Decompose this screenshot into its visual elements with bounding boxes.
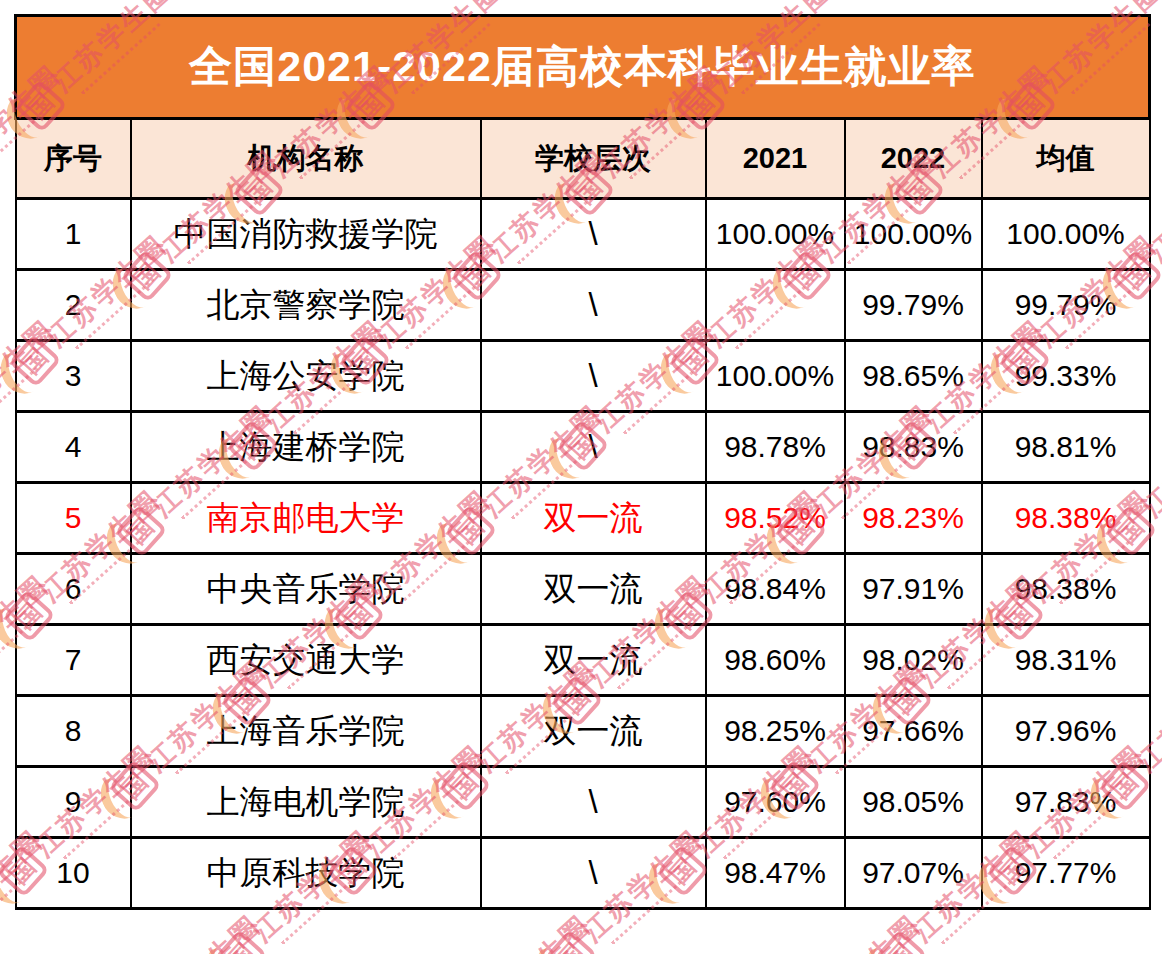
rate-avg-cell: 98.38% bbox=[982, 554, 1150, 625]
rank-cell: 8 bbox=[16, 696, 131, 767]
rate-avg-cell: 100.00% bbox=[982, 199, 1150, 270]
institution-name-cell: 上海公安学院 bbox=[131, 341, 481, 412]
watermark: 国江苏学生圈 bbox=[95, 907, 273, 954]
rate-2021-cell: 98.47% bbox=[706, 838, 845, 909]
institution-name-cell: 中原科技学院 bbox=[131, 838, 481, 909]
watermark: 国江苏学生圈 bbox=[755, 907, 933, 954]
rank-cell: 4 bbox=[16, 412, 131, 483]
rank-cell: 2 bbox=[16, 270, 131, 341]
rate-2021-cell: 98.60% bbox=[706, 625, 845, 696]
table-header-row: 序号 机构名称 学校层次 2021 2022 均值 bbox=[16, 119, 1150, 199]
table-row-3: 3上海公安学院\100.00%98.65%99.33% bbox=[16, 341, 1150, 412]
institution-name-cell: 中国消防救援学院 bbox=[131, 199, 481, 270]
rate-2021-cell: 98.78% bbox=[706, 412, 845, 483]
school-level-cell: \ bbox=[481, 767, 706, 838]
watermark-logo-icon: 国 bbox=[867, 926, 929, 954]
table-row-7: 7西安交通大学双一流98.60%98.02%98.31% bbox=[16, 625, 1150, 696]
table-title-row: 全国2021-2022届高校本科毕业生就业率 bbox=[16, 16, 1150, 119]
institution-name-cell: 西安交通大学 bbox=[131, 625, 481, 696]
school-level-cell: 双一流 bbox=[481, 625, 706, 696]
institution-name-cell: 上海电机学院 bbox=[131, 767, 481, 838]
table-row-9: 9上海电机学院\97.60%98.05%97.83% bbox=[16, 767, 1150, 838]
watermark-logo-icon: 国 bbox=[207, 926, 269, 954]
watermark-seal-icon: 国 bbox=[544, 929, 598, 954]
column-header-name: 机构名称 bbox=[131, 119, 481, 199]
rate-avg-cell: 97.96% bbox=[982, 696, 1150, 767]
rank-cell: 5 bbox=[16, 483, 131, 554]
table-row-2: 2北京警察学院\ 99.79%99.79% bbox=[16, 270, 1150, 341]
watermark-seal-icon: 国 bbox=[874, 929, 928, 954]
rank-cell: 10 bbox=[16, 838, 131, 909]
rate-avg-cell: 98.38% bbox=[982, 483, 1150, 554]
table-row-5: 5南京邮电大学双一流98.52%98.23%98.38% bbox=[16, 483, 1150, 554]
column-header-rank: 序号 bbox=[16, 119, 131, 199]
watermark-swoosh-icon bbox=[529, 934, 590, 954]
rate-2021-cell: 98.52% bbox=[706, 483, 845, 554]
table-row-10: 10中原科技学院\98.47%97.07%97.77% bbox=[16, 838, 1150, 909]
page-title: 全国2021-2022届高校本科毕业生就业率 bbox=[16, 16, 1150, 119]
rate-2022-cell: 98.23% bbox=[845, 483, 982, 554]
column-header-2022: 2022 bbox=[845, 119, 982, 199]
rate-2021-cell bbox=[706, 270, 845, 341]
institution-name-cell: 中央音乐学院 bbox=[131, 554, 481, 625]
school-level-cell: \ bbox=[481, 199, 706, 270]
rate-avg-cell: 98.31% bbox=[982, 625, 1150, 696]
rank-cell: 6 bbox=[16, 554, 131, 625]
school-level-cell: \ bbox=[481, 341, 706, 412]
watermark-text: 江苏学生圈 bbox=[463, 907, 599, 954]
employment-rate-table: 全国2021-2022届高校本科毕业生就业率 序号 机构名称 学校层次 2021… bbox=[14, 14, 1151, 910]
rate-avg-cell: 99.33% bbox=[982, 341, 1150, 412]
school-level-cell: 双一流 bbox=[481, 696, 706, 767]
table-row-8: 8上海音乐学院双一流98.25%97.66%97.96% bbox=[16, 696, 1150, 767]
rate-2022-cell: 97.91% bbox=[845, 554, 982, 625]
column-header-avg: 均值 bbox=[982, 119, 1150, 199]
school-level-cell: \ bbox=[481, 270, 706, 341]
rate-2022-cell: 98.02% bbox=[845, 625, 982, 696]
rate-2022-cell: 97.07% bbox=[845, 838, 982, 909]
rate-2021-cell: 97.60% bbox=[706, 767, 845, 838]
watermark: 国江苏学生圈 bbox=[425, 907, 603, 954]
table-row-1: 1中国消防救援学院\100.00%100.00%100.00% bbox=[16, 199, 1150, 270]
rank-cell: 3 bbox=[16, 341, 131, 412]
table-row-6: 6中央音乐学院双一流98.84%97.91%98.38% bbox=[16, 554, 1150, 625]
institution-name-cell: 上海音乐学院 bbox=[131, 696, 481, 767]
rate-2021-cell: 100.00% bbox=[706, 199, 845, 270]
rate-avg-cell: 97.77% bbox=[982, 838, 1150, 909]
table-row-4: 4上海建桥学院\98.78%98.83%98.81% bbox=[16, 412, 1150, 483]
rate-2022-cell: 100.00% bbox=[845, 199, 982, 270]
rate-2021-cell: 98.25% bbox=[706, 696, 845, 767]
watermark-swoosh-icon bbox=[199, 934, 260, 954]
watermark: 国江苏学生圈 bbox=[1085, 907, 1162, 954]
watermark-text: 江苏学生圈 bbox=[133, 907, 269, 954]
rate-2021-cell: 100.00% bbox=[706, 341, 845, 412]
institution-name-cell: 北京警察学院 bbox=[131, 270, 481, 341]
rate-2022-cell: 97.66% bbox=[845, 696, 982, 767]
rate-avg-cell: 99.79% bbox=[982, 270, 1150, 341]
rate-avg-cell: 97.83% bbox=[982, 767, 1150, 838]
watermark-swoosh-icon bbox=[859, 934, 920, 954]
watermark-seal-icon: 国 bbox=[214, 929, 268, 954]
school-level-cell: \ bbox=[481, 412, 706, 483]
school-level-cell: 双一流 bbox=[481, 554, 706, 625]
rank-cell: 9 bbox=[16, 767, 131, 838]
school-level-cell: 双一流 bbox=[481, 483, 706, 554]
column-header-level: 学校层次 bbox=[481, 119, 706, 199]
institution-name-cell: 上海建桥学院 bbox=[131, 412, 481, 483]
rate-avg-cell: 98.81% bbox=[982, 412, 1150, 483]
employment-rate-table-container: 全国2021-2022届高校本科毕业生就业率 序号 机构名称 学校层次 2021… bbox=[14, 14, 1151, 910]
rate-2022-cell: 98.65% bbox=[845, 341, 982, 412]
rate-2022-cell: 99.79% bbox=[845, 270, 982, 341]
rank-cell: 7 bbox=[16, 625, 131, 696]
watermark-logo-icon: 国 bbox=[537, 926, 599, 954]
school-level-cell: \ bbox=[481, 838, 706, 909]
rate-2022-cell: 98.83% bbox=[845, 412, 982, 483]
rate-2021-cell: 98.84% bbox=[706, 554, 845, 625]
table-body: 1中国消防救援学院\100.00%100.00%100.00%2北京警察学院\9… bbox=[16, 199, 1150, 909]
rank-cell: 1 bbox=[16, 199, 131, 270]
column-header-2021: 2021 bbox=[706, 119, 845, 199]
watermark-text: 江苏学生圈 bbox=[1123, 907, 1162, 954]
watermark-text: 江苏学生圈 bbox=[793, 907, 929, 954]
rate-2022-cell: 98.05% bbox=[845, 767, 982, 838]
institution-name-cell: 南京邮电大学 bbox=[131, 483, 481, 554]
